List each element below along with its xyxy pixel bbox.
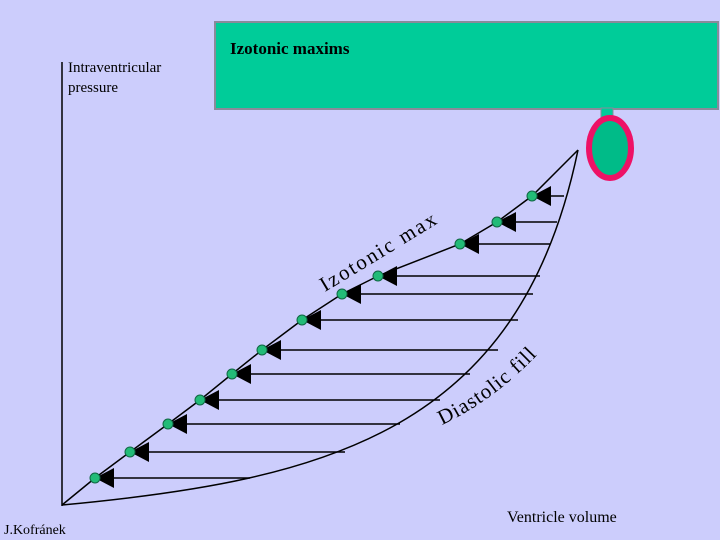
y-axis-label: Intraventricular pressure: [68, 60, 165, 96]
rows: [89, 186, 564, 488]
arrowhead: [497, 212, 516, 232]
isotonic-curve: [61, 149, 579, 506]
point: [454, 238, 466, 250]
arrowhead: [262, 340, 281, 360]
point: [296, 314, 308, 326]
arrowhead: [532, 186, 551, 206]
point: [256, 344, 268, 356]
arrowhead: [460, 234, 479, 254]
box-title: Izotonic maxims: [230, 39, 350, 58]
point: [526, 190, 538, 202]
arrowhead: [378, 266, 397, 286]
point: [226, 368, 238, 380]
arrowhead: [302, 310, 321, 330]
ring: [586, 115, 634, 181]
arrowhead: [95, 468, 114, 488]
diastolic-curve: [61, 149, 579, 506]
izotonic-box: [214, 21, 719, 110]
arrowhead: [200, 390, 219, 410]
arrowhead: [168, 414, 187, 434]
arrowhead: [342, 284, 361, 304]
arrowhead: [130, 442, 149, 462]
point: [372, 270, 384, 282]
point: [162, 418, 174, 430]
point: [336, 288, 348, 300]
point: [124, 446, 136, 458]
point: [89, 472, 101, 484]
point: [491, 216, 503, 228]
author: J.Kofránek: [4, 523, 66, 538]
point: [194, 394, 206, 406]
arrowhead: [232, 364, 251, 384]
x-axis-label: Ventricle volume: [507, 509, 617, 526]
